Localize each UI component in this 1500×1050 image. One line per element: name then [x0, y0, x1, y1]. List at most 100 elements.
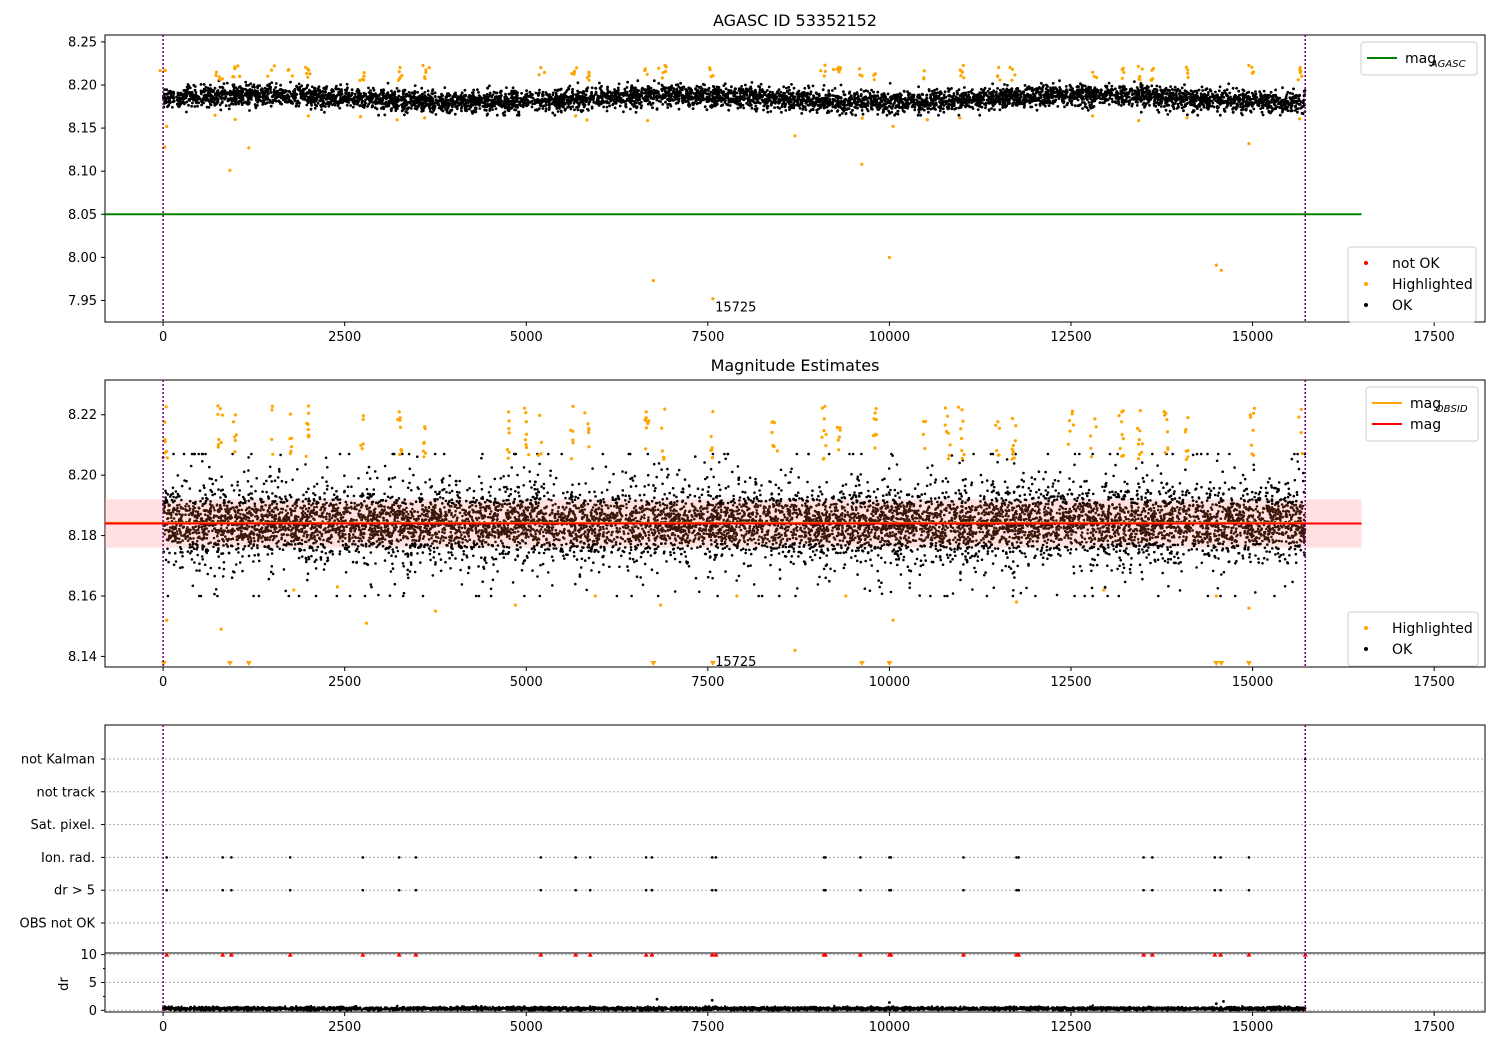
ok-point [1125, 93, 1128, 96]
ok-point [1297, 98, 1300, 101]
ok-point [947, 90, 950, 93]
ok-point [990, 107, 993, 110]
ok-point [279, 84, 282, 87]
ok-point [778, 88, 781, 91]
ok-point [1236, 106, 1239, 109]
ok-point [655, 96, 658, 99]
ok-point [794, 96, 797, 99]
ok-point [234, 86, 237, 89]
ok-point [545, 107, 548, 110]
ok-point [928, 90, 931, 93]
ok-point [606, 106, 609, 109]
ok-point [1195, 100, 1198, 103]
ok-point [1281, 86, 1284, 89]
ok-point [809, 93, 812, 96]
ok-point [435, 113, 438, 116]
ok-point [1155, 85, 1158, 88]
ok-point [505, 86, 508, 89]
ok-point [699, 90, 702, 93]
ok-point [324, 90, 327, 93]
ok-point [1192, 109, 1195, 112]
ok-point [837, 99, 840, 102]
ok-point [652, 102, 655, 105]
ok-point [831, 103, 834, 106]
ok-point [542, 105, 545, 108]
ok-point [270, 105, 273, 108]
ok-point [822, 97, 825, 100]
ok-point [1063, 105, 1066, 108]
ok-point [1182, 109, 1185, 112]
ok-point [1249, 110, 1252, 113]
ok-point [1006, 84, 1009, 87]
ok-point [591, 86, 594, 89]
ok-point [1098, 96, 1101, 99]
ok-point [956, 90, 959, 93]
ok-point [1128, 103, 1131, 106]
ok-point [390, 108, 393, 111]
ok-point [669, 86, 672, 89]
ok-point [782, 85, 785, 88]
ok-point [1160, 102, 1163, 105]
ok-point [897, 110, 900, 113]
ok-point [1200, 96, 1203, 99]
ok-point [1301, 106, 1304, 109]
ok-point [633, 96, 636, 99]
ok-point [921, 101, 924, 104]
ok-point [1183, 83, 1186, 86]
ok-point [367, 87, 370, 90]
ok-point [1175, 89, 1178, 92]
ok-point [1251, 105, 1254, 108]
ok-point [529, 91, 532, 94]
ok-point [1090, 103, 1093, 106]
ok-point [557, 110, 560, 113]
ok-point [1216, 110, 1219, 113]
ok-point [592, 101, 595, 104]
ok-point [1093, 100, 1096, 103]
ok-point [387, 82, 390, 85]
ok-point [638, 102, 641, 105]
ok-point [1205, 97, 1208, 100]
ok-point [1196, 114, 1199, 117]
ok-point [788, 89, 791, 92]
ok-point [657, 82, 660, 85]
ok-point [1294, 109, 1297, 112]
ok-point [1091, 106, 1094, 109]
ok-point [268, 99, 271, 102]
ok-point [701, 88, 704, 91]
ok-point [379, 97, 382, 100]
ok-point [1040, 82, 1043, 85]
ok-point [477, 91, 480, 94]
ok-point [661, 89, 664, 92]
ok-point [790, 83, 793, 86]
ok-point [1108, 82, 1111, 85]
ok-point [1279, 114, 1282, 117]
ok-point [1057, 97, 1060, 100]
ok-point [995, 91, 998, 94]
ok-point [1110, 85, 1113, 88]
ok-point [1146, 85, 1149, 88]
ok-point [396, 87, 399, 90]
ok-point [793, 100, 796, 103]
ok-point [1209, 96, 1212, 99]
ok-point [225, 104, 228, 107]
ok-point [1071, 103, 1074, 106]
ok-point [829, 93, 832, 96]
ok-point [471, 112, 474, 115]
ok-point [1200, 108, 1203, 111]
ok-point [978, 114, 981, 117]
ok-point [805, 108, 808, 111]
ok-point [1117, 102, 1120, 105]
ok-point [1049, 87, 1052, 90]
ok-point [854, 114, 857, 117]
ok-point [187, 104, 190, 107]
ok-point [1089, 96, 1092, 99]
ok-point [876, 113, 879, 116]
ok-point [864, 95, 867, 98]
ok-point [1181, 107, 1184, 110]
ok-point [1088, 101, 1091, 104]
ok-point [1268, 101, 1271, 104]
ok-point [402, 93, 405, 96]
ok-point [416, 91, 419, 94]
ok-point [486, 93, 489, 96]
ok-point [761, 88, 764, 91]
